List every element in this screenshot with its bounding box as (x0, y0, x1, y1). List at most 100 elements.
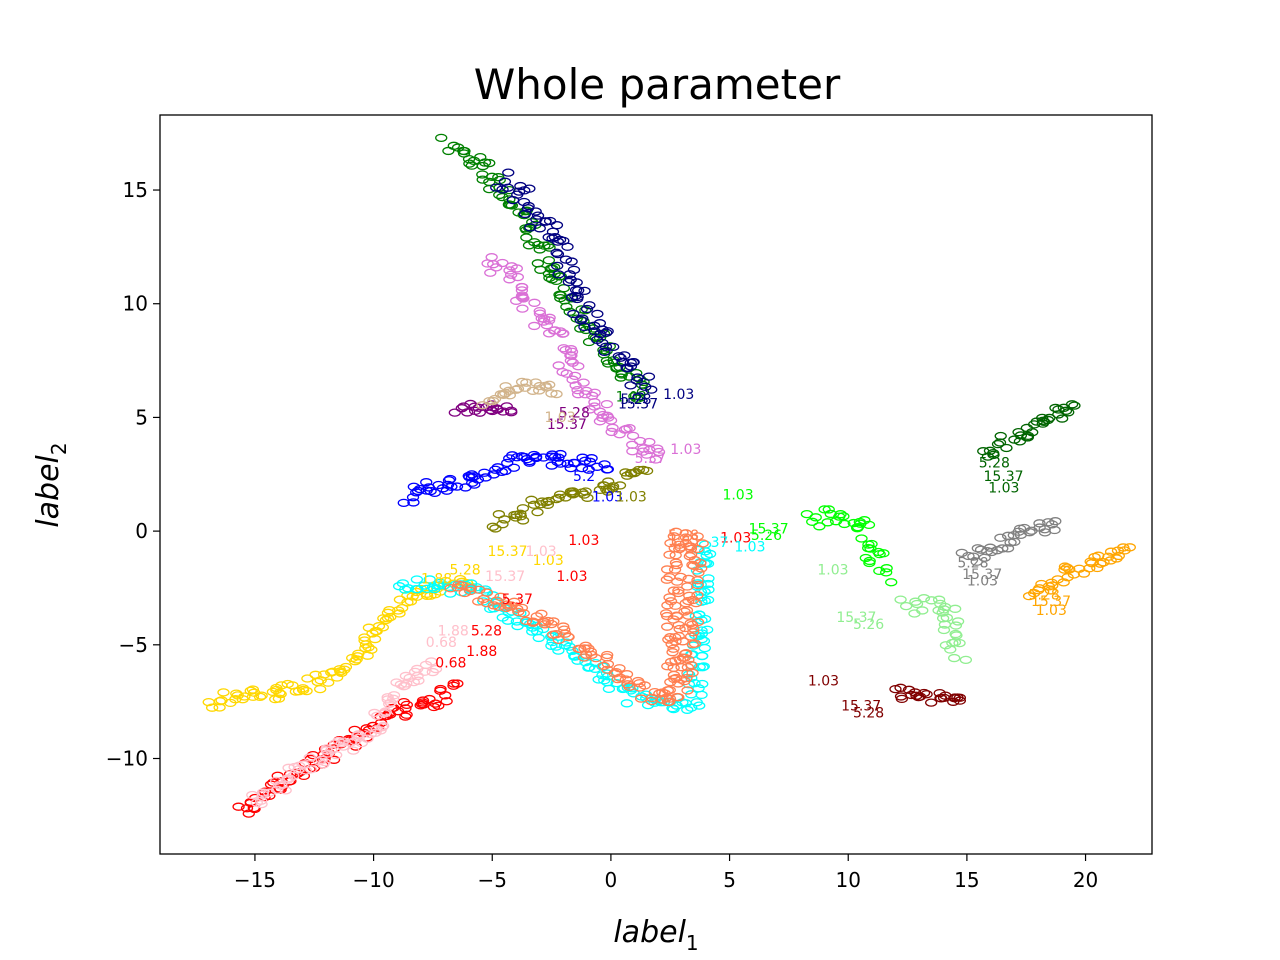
data-point (464, 583, 477, 593)
data-point (1056, 414, 1069, 423)
data-point (567, 265, 581, 274)
data-point (591, 309, 604, 319)
point-annotation: 15.37 (841, 699, 881, 715)
point-annotation: 1.03 (568, 533, 599, 549)
series-17 (246, 657, 443, 809)
data-point (314, 684, 327, 694)
data-point (322, 678, 335, 687)
data-point (387, 691, 401, 700)
data-point (335, 668, 348, 678)
data-point (273, 688, 286, 698)
data-point (543, 313, 556, 322)
data-point (920, 690, 933, 699)
data-point (696, 679, 709, 689)
data-point (645, 385, 658, 394)
data-point (465, 470, 478, 479)
data-point (598, 460, 611, 469)
y-tick-label: 0 (135, 519, 148, 543)
data-point (970, 557, 983, 566)
data-point (693, 701, 706, 710)
data-point (533, 381, 546, 391)
y-tick-label: 15 (123, 178, 148, 202)
data-point (492, 173, 505, 182)
data-point (821, 518, 834, 527)
data-point (535, 314, 548, 323)
data-point (545, 641, 558, 650)
data-point (441, 480, 455, 489)
data-point (1013, 524, 1027, 533)
series-10 (977, 400, 1081, 461)
data-point (1065, 400, 1079, 409)
data-point (571, 292, 584, 302)
data-point (432, 480, 445, 490)
data-point (540, 383, 553, 392)
data-point (516, 304, 529, 313)
data-point (516, 504, 530, 513)
data-point (667, 586, 681, 595)
data-point (520, 233, 533, 242)
point-annotation: 1.03 (592, 490, 623, 506)
data-point (518, 209, 532, 219)
data-point (489, 524, 502, 533)
data-point (514, 509, 527, 518)
data-point (531, 508, 544, 517)
data-point (274, 689, 287, 699)
data-point (407, 482, 420, 491)
point-annotation: 15.37 (1031, 594, 1071, 610)
data-point (833, 512, 846, 521)
data-point (217, 688, 230, 697)
data-point (951, 617, 965, 626)
data-point (695, 626, 708, 635)
data-point (1104, 547, 1118, 556)
data-point (873, 566, 886, 576)
data-point (577, 653, 591, 662)
point-annotation: 1.03 (967, 574, 998, 590)
data-point (429, 664, 443, 674)
point-annotation: 1.03 (533, 553, 564, 569)
data-point (543, 380, 556, 389)
series-6 (486, 465, 654, 533)
data-point (660, 575, 674, 584)
data-point (953, 696, 967, 705)
data-point (894, 683, 907, 692)
data-point (501, 183, 515, 192)
data-point (1000, 443, 1013, 453)
data-point (606, 482, 620, 491)
plot-frame (159, 114, 1153, 855)
data-point (847, 518, 860, 528)
data-point (428, 488, 441, 498)
y-tick-label: 5 (135, 405, 148, 429)
data-point (505, 270, 518, 279)
data-point (481, 259, 494, 268)
data-point (1008, 537, 1021, 547)
data-point (601, 659, 615, 669)
data-point (682, 611, 695, 620)
data-point (505, 201, 519, 210)
data-point (656, 695, 669, 704)
data-point (684, 542, 698, 551)
point-annotation: 1.03 (734, 540, 765, 556)
data-point (512, 607, 525, 617)
data-point (383, 605, 396, 615)
data-point (813, 522, 826, 531)
data-point (661, 622, 674, 631)
data-point (908, 609, 921, 618)
point-annotation: 1.03 (722, 487, 753, 503)
data-point (669, 527, 683, 536)
data-point (531, 211, 545, 220)
point-annotation: 15.37 (488, 544, 528, 560)
y-axis-label-sub: 2 (47, 442, 71, 455)
data-point (1033, 519, 1046, 528)
point-annotation: 0.68 (426, 635, 457, 651)
data-point (621, 364, 634, 373)
point-annotation: 1.03 (817, 562, 848, 578)
data-point (270, 785, 284, 794)
data-point (702, 574, 715, 583)
data-point (937, 625, 951, 635)
data-point (587, 321, 601, 330)
data-point (384, 698, 397, 707)
data-point (822, 505, 835, 514)
series-8 (894, 594, 973, 664)
data-point (642, 372, 656, 381)
data-point (550, 494, 563, 504)
